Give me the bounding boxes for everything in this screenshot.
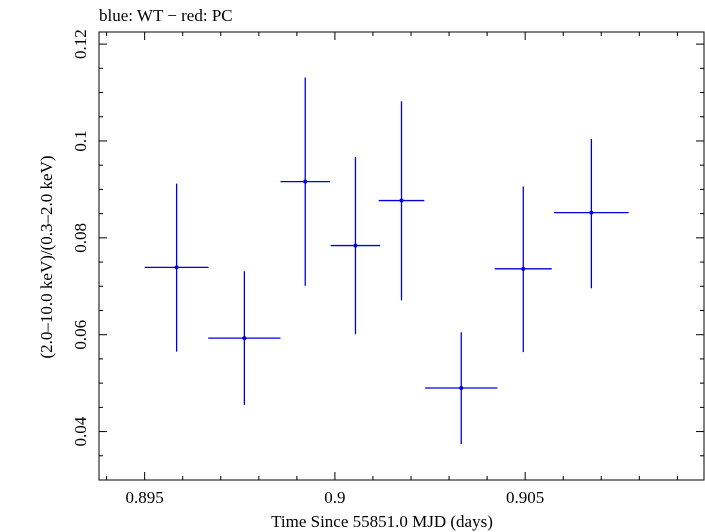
point-marker xyxy=(399,198,404,203)
data-point xyxy=(378,101,425,301)
y-axis-label: (2.0–10.0 keV)/(0.3–2.0 keV) xyxy=(37,155,56,358)
data-marks xyxy=(144,77,629,445)
axis-ticks xyxy=(99,32,704,481)
y-tick-label: 0.1 xyxy=(71,130,90,151)
data-point xyxy=(554,139,629,289)
point-marker xyxy=(521,266,526,271)
y-tick-label: 0.12 xyxy=(71,29,90,59)
point-marker xyxy=(589,210,594,215)
point-marker xyxy=(242,336,247,341)
data-point xyxy=(280,77,330,286)
x-tick-label: 0.895 xyxy=(126,488,164,507)
plot-frame xyxy=(98,31,705,481)
point-marker xyxy=(459,385,464,390)
point-marker xyxy=(174,265,179,270)
data-point xyxy=(330,156,381,335)
x-axis-label: Time Since 55851.0 MJD (days) xyxy=(271,512,493,531)
point-marker xyxy=(303,179,308,184)
data-point xyxy=(144,183,209,352)
y-tick-label: 0.06 xyxy=(71,320,90,350)
data-point xyxy=(425,332,498,445)
x-tick-label: 0.905 xyxy=(506,488,544,507)
x-tick-label: 0.9 xyxy=(324,488,345,507)
data-point xyxy=(208,271,281,405)
point-marker xyxy=(353,243,358,248)
y-tick-label: 0.08 xyxy=(71,223,90,253)
chart-title: blue: WT − red: PC xyxy=(99,6,233,25)
axis-tick-labels: 0.895 0.9 0.905 0.04 0.06 0.08 0.1 0.12 xyxy=(71,29,544,507)
data-point xyxy=(494,186,552,353)
y-tick-label: 0.04 xyxy=(71,416,90,446)
